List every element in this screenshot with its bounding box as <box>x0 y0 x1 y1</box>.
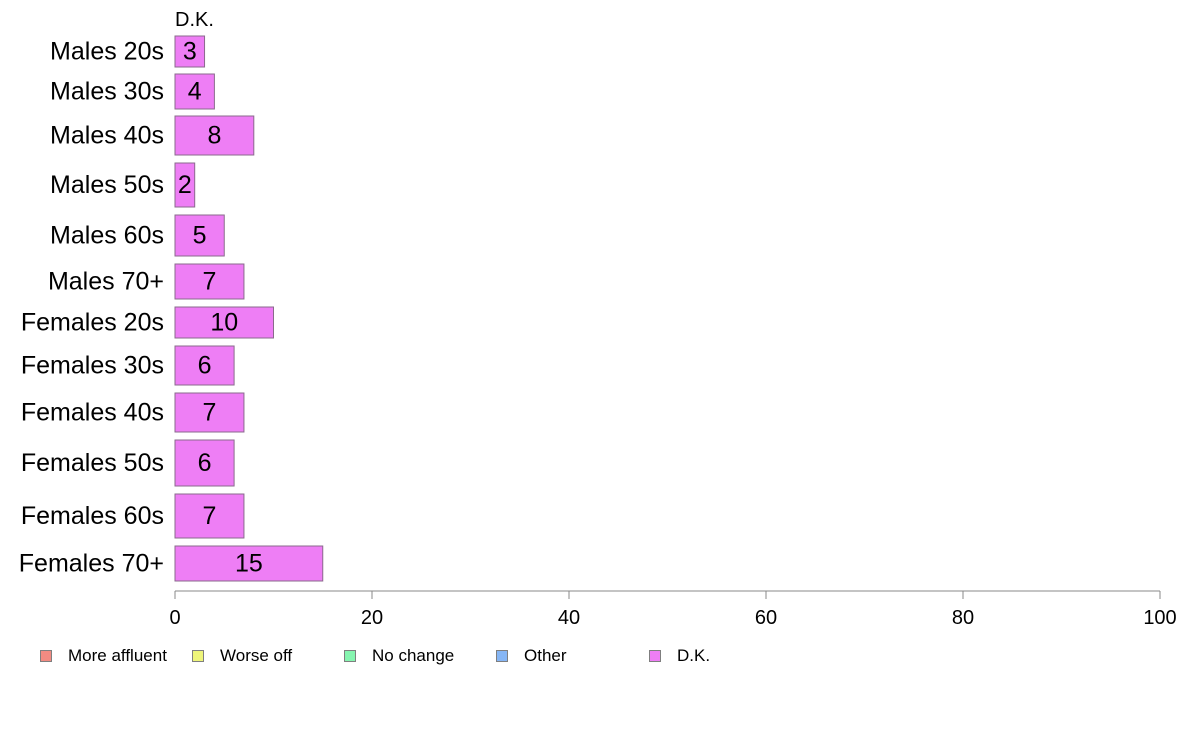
bar-data-label: 7 <box>203 399 217 427</box>
category-label: Males 50s <box>50 171 164 199</box>
bar-segment <box>174 306 274 339</box>
bar-segment <box>174 345 235 386</box>
category-labels: Males 20s Males 30s Males 40s Males 50s Male… <box>19 38 164 578</box>
x-tick-label: 0 <box>169 607 180 629</box>
bar-data-label: 6 <box>198 352 212 380</box>
legend-item: D.K. <box>649 646 710 666</box>
category-label: Females 70+ <box>19 550 164 578</box>
legend-item: Other <box>496 646 567 666</box>
category-label: Females 60s <box>21 502 164 530</box>
legend-label: Worse off <box>220 646 293 665</box>
category-label: Females 30s <box>21 352 164 380</box>
bar-segment <box>174 392 245 433</box>
x-axis: 0 20 40 60 80 100 <box>169 590 1177 629</box>
category-label: Females 50s <box>21 449 164 477</box>
x-tick-label: 40 <box>558 607 580 629</box>
category-label: Males 70+ <box>48 268 164 296</box>
category-label: Females 20s <box>21 309 164 337</box>
legend-swatch <box>496 650 508 662</box>
bar-data-label: 6 <box>198 449 212 477</box>
legend-swatch <box>40 650 52 662</box>
legend: More affluent Worse off No change Other D.K. <box>40 646 800 666</box>
bar-data-label: 8 <box>207 122 221 150</box>
bar-data-label: 5 <box>193 222 207 250</box>
legend-item: Worse off <box>192 646 292 666</box>
bar-segment <box>174 214 225 257</box>
category-label: Males 20s <box>50 38 164 66</box>
series-top-label: D.K. <box>175 9 214 31</box>
legend-label: D.K. <box>677 646 711 665</box>
legend-swatch <box>344 650 356 662</box>
bar-data-label: 15 <box>235 550 263 578</box>
bar-segment <box>174 73 215 110</box>
category-label: Males 30s <box>50 78 164 106</box>
legend-label: No change <box>372 646 455 665</box>
bar-segment <box>174 493 245 539</box>
bar-segment <box>174 263 245 300</box>
bar-segment <box>174 35 206 68</box>
category-label: Males 60s <box>50 222 164 250</box>
bar-data-label: 2 <box>178 171 192 199</box>
bar-segment <box>174 439 235 487</box>
bar-data-label: 7 <box>203 268 217 296</box>
legend-label: Other <box>524 646 567 665</box>
bar-segment <box>174 115 255 156</box>
x-tick-label: 20 <box>361 607 383 629</box>
bar-data-label: 3 <box>183 38 197 66</box>
x-tick-label: 60 <box>755 607 777 629</box>
bar-data-label: 7 <box>203 502 217 530</box>
x-tick-label: 100 <box>1143 607 1176 629</box>
bar-segment <box>174 162 196 208</box>
legend-item: More affluent <box>40 646 167 666</box>
legend-label: More affluent <box>68 646 167 665</box>
legend-item: No change <box>344 646 454 666</box>
category-label: Males 40s <box>50 122 164 150</box>
bar-data-label: 4 <box>188 78 202 106</box>
category-label: Females 40s <box>21 399 164 427</box>
legend-swatch <box>649 650 661 662</box>
x-tick-label: 80 <box>952 607 974 629</box>
bar-data-label: 10 <box>210 309 238 337</box>
legend-swatch <box>192 650 204 662</box>
bar-segment <box>174 545 324 582</box>
